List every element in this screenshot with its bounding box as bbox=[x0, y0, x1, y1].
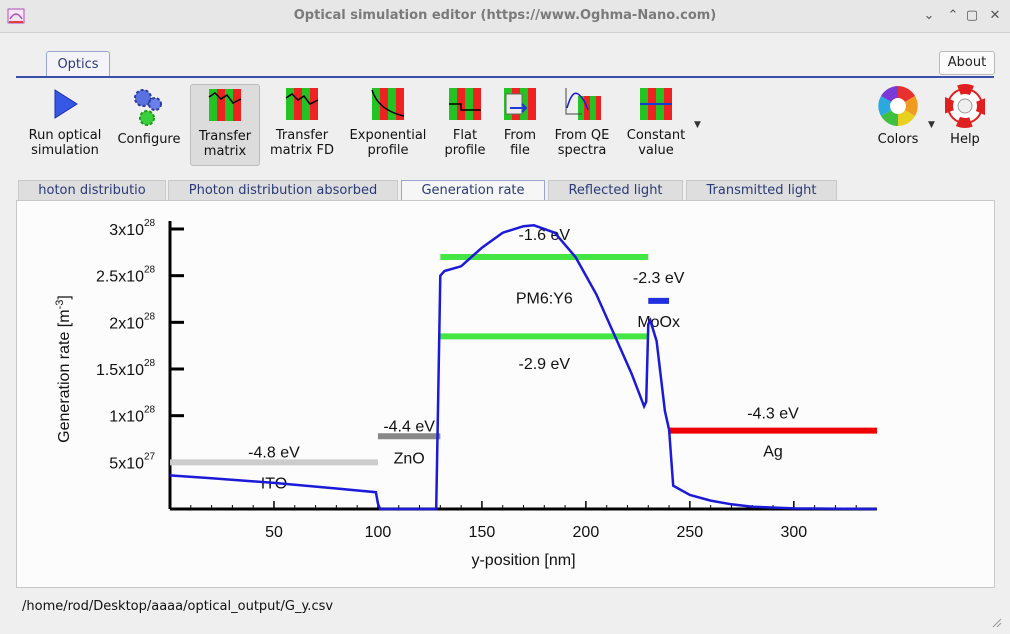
from-qe-spectra-button[interactable]: From QE spectra bbox=[550, 84, 614, 164]
x-tick-label: 250 bbox=[677, 524, 704, 541]
tool-label-line2: simulation bbox=[31, 143, 99, 158]
y-tick-label: 2x10 bbox=[109, 315, 144, 332]
help-button[interactable]: Help bbox=[942, 84, 988, 164]
qe-spectra-icon bbox=[565, 88, 601, 120]
constant-value-button[interactable]: Constant value bbox=[622, 84, 690, 164]
shade-button[interactable]: ⌃ bbox=[947, 8, 959, 23]
more-tools-dropdown[interactable]: ▼ bbox=[694, 120, 701, 130]
x-tick-label: 50 bbox=[265, 524, 283, 541]
layer-name-label: MoOx bbox=[637, 314, 680, 331]
app-logo-icon bbox=[7, 8, 25, 24]
tool-label-line2: value bbox=[638, 143, 674, 158]
title-bar: Optical simulation editor (https://www.O… bbox=[0, 0, 1010, 33]
transfer-matrix-icon bbox=[208, 89, 242, 121]
y-tick-exponent: 27 bbox=[144, 451, 156, 462]
energy-level-label: -4.4 eV bbox=[383, 419, 435, 436]
close-button[interactable]: ✕ bbox=[989, 8, 1001, 23]
energy-level-label: -4.3 eV bbox=[747, 405, 799, 422]
tool-label-line1: Constant bbox=[626, 128, 686, 143]
exponential-profile-button[interactable]: Exponential profile bbox=[346, 84, 430, 164]
layer-name-label: Ag bbox=[763, 444, 783, 461]
colors-dropdown[interactable]: ▼ bbox=[928, 120, 935, 130]
tool-label-line2: profile bbox=[444, 143, 486, 158]
y-tick-label: 3x10 bbox=[109, 222, 144, 239]
tab-optics[interactable]: Optics bbox=[46, 51, 110, 77]
y-axis-label: Generation rate [m-3] bbox=[54, 295, 73, 443]
about-button[interactable]: About bbox=[939, 51, 995, 75]
layer-name-label: ZnO bbox=[394, 450, 425, 467]
from-file-button[interactable]: From file bbox=[497, 84, 543, 164]
colors-button[interactable]: Colors bbox=[872, 84, 924, 164]
tool-label-line1: Exponential bbox=[349, 128, 427, 143]
play-icon bbox=[54, 89, 78, 119]
y-tick-exponent: 28 bbox=[144, 218, 156, 229]
ribbon-divider bbox=[16, 76, 994, 78]
x-axis-label: y-position [nm] bbox=[471, 552, 575, 569]
layer-name-label: PM6:Y6 bbox=[516, 291, 573, 308]
resize-grip-icon[interactable] bbox=[990, 616, 1002, 628]
status-file-path: /home/rod/Desktop/aaaa/optical_output/G_… bbox=[22, 599, 334, 614]
energy-level-label: -2.3 eV bbox=[633, 270, 685, 287]
tab-photon-distribution[interactable]: hoton distributio bbox=[18, 180, 166, 200]
y-tick-exponent: 28 bbox=[144, 405, 156, 416]
lifebuoy-icon bbox=[945, 84, 985, 128]
transfer-matrix-fd-icon bbox=[285, 88, 319, 120]
tool-label-line1: Run optical bbox=[28, 128, 102, 143]
transfer-matrix-fd-button[interactable]: Transfer matrix FD bbox=[264, 84, 340, 164]
tab-reflected-light[interactable]: Reflected light bbox=[548, 180, 683, 200]
x-tick-label: 200 bbox=[573, 524, 600, 541]
constant-value-icon bbox=[640, 88, 672, 120]
tool-label-line1: Configure bbox=[117, 132, 181, 147]
x-tick-label: 100 bbox=[365, 524, 392, 541]
tool-label-line2: profile bbox=[367, 143, 409, 158]
energy-level-label: -1.6 eV bbox=[518, 227, 570, 244]
tool-label-line1: Help bbox=[950, 132, 980, 147]
x-tick-label: 150 bbox=[469, 524, 496, 541]
tool-label-line2: matrix FD bbox=[270, 143, 334, 158]
y-tick-exponent: 28 bbox=[144, 311, 156, 322]
tool-label-line1: Transfer bbox=[275, 128, 329, 143]
tab-photon-distribution-absorbed[interactable]: Photon distribution absorbed bbox=[168, 180, 398, 200]
energy-level-label: -4.8 eV bbox=[248, 445, 300, 462]
run-optical-simulation-button[interactable]: Run optical simulation bbox=[22, 84, 108, 164]
tool-label-line1: Colors bbox=[877, 132, 919, 147]
minimize-button[interactable]: ⌄ bbox=[923, 8, 935, 23]
generation-rate-line bbox=[169, 224, 878, 511]
tab-transmitted-light[interactable]: Transmitted light bbox=[686, 180, 837, 200]
gears-icon bbox=[134, 89, 162, 126]
x-tick-label: 300 bbox=[780, 524, 807, 541]
tool-label-line1: From bbox=[503, 128, 537, 143]
tool-label-line2: file bbox=[510, 143, 530, 158]
transfer-matrix-button[interactable]: Transfer matrix bbox=[190, 84, 260, 166]
y-tick-exponent: 28 bbox=[144, 265, 156, 276]
configure-button[interactable]: Configure bbox=[114, 84, 184, 164]
tool-label-line1: From QE bbox=[554, 128, 610, 143]
energy-level-label: -2.9 eV bbox=[518, 356, 570, 373]
exponential-profile-icon bbox=[371, 88, 405, 120]
flat-profile-button[interactable]: Flat profile bbox=[438, 84, 492, 164]
plot-panel: 50 100 150 200 250 300 5x10 27 1x10 28 1.5x10 28 2x1… bbox=[16, 200, 995, 588]
flat-profile-icon bbox=[449, 88, 481, 120]
y-tick-label: 1x10 bbox=[109, 409, 144, 426]
y-tick-label: 5x10 bbox=[109, 455, 144, 472]
y-tick-exponent: 28 bbox=[144, 358, 156, 369]
tool-label-line2: spectra bbox=[557, 143, 607, 158]
tool-label-line1: Flat bbox=[452, 128, 478, 143]
y-tick-label: 1.5x10 bbox=[96, 362, 144, 379]
window-title: Optical simulation editor (https://www.O… bbox=[293, 8, 717, 23]
color-wheel-icon bbox=[878, 86, 918, 126]
y-tick-label: 2.5x10 bbox=[96, 269, 144, 286]
maximize-button[interactable]: ▢ bbox=[965, 8, 979, 23]
tool-label-line2: matrix bbox=[203, 144, 247, 159]
tool-label-line1: Transfer bbox=[198, 129, 252, 144]
tab-generation-rate[interactable]: Generation rate bbox=[401, 180, 545, 202]
from-file-icon bbox=[504, 88, 536, 120]
